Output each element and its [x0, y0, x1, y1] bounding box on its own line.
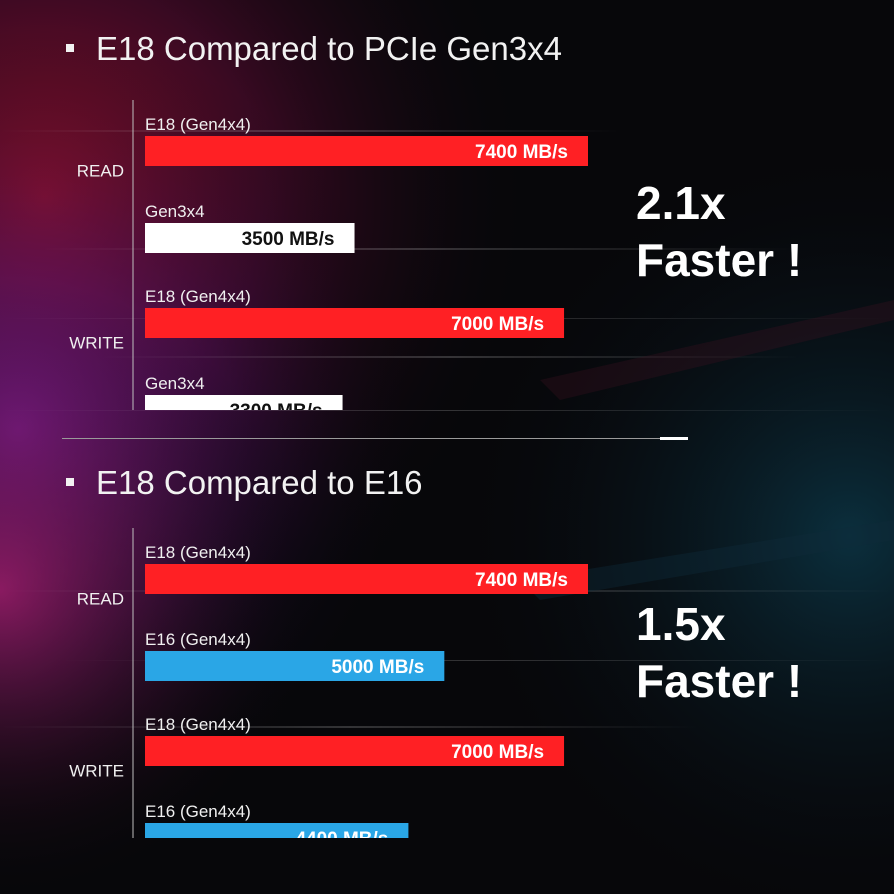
speedup-multiplier: 2.1x: [636, 177, 726, 229]
series-label: E16 (Gen4x4): [145, 802, 251, 821]
bullet-icon: [66, 44, 74, 53]
panel-e16-comparison: E18 Compared to E16 READ E18 (Gen4x4) 7400…: [0, 440, 894, 894]
bar-chart-gen3: READ E18 (Gen4x4) 7400 MB/s Gen3x4 3500 MB/s…: [69, 100, 588, 410]
speedup-callout: 1.5x Faster !: [636, 596, 802, 710]
series-label: E16 (Gen4x4): [145, 630, 251, 649]
bar-read-1: [145, 651, 445, 681]
category-label-read: READ: [77, 162, 124, 181]
category-label-write: WRITE: [69, 334, 124, 353]
series-label: Gen3x4: [145, 202, 205, 221]
series-label: E18 (Gen4x4): [145, 543, 251, 562]
series-label: E18 (Gen4x4): [145, 715, 251, 734]
panel-heading: E18 Compared to PCIe Gen3x4: [66, 30, 562, 68]
bar-read-0: [145, 136, 588, 166]
bar-read-0: [145, 564, 588, 594]
bar-value-label: 7400 MB/s: [475, 570, 568, 591]
bar-read-1: [145, 223, 355, 253]
bar-write-1: [145, 395, 343, 410]
bar-chart-e16: READ E18 (Gen4x4) 7400 MB/s E16 (Gen4x4) 500…: [69, 528, 588, 838]
section-divider-accent: [660, 437, 688, 440]
bar-value-label: 3500 MB/s: [242, 229, 335, 250]
bar-value-label: 7400 MB/s: [475, 142, 568, 163]
speedup-text: Faster !: [636, 655, 803, 707]
bar-write-1: [145, 823, 409, 838]
series-label: E18 (Gen4x4): [145, 115, 251, 134]
bar-value-label: 3300 MB/s: [230, 401, 323, 410]
series-label: E18 (Gen4x4): [145, 287, 251, 306]
bar-write-0: [145, 308, 565, 338]
speedup-text: Faster !: [636, 234, 803, 286]
speedup-callout: 2.1x Faster !: [636, 175, 802, 289]
bar-write-0: [145, 736, 565, 766]
section-divider: [62, 438, 688, 439]
bullet-icon: [66, 478, 74, 487]
bar-value-label: 4400 MB/s: [295, 829, 388, 838]
series-label: Gen3x4: [145, 374, 205, 393]
panel-heading: E18 Compared to E16: [66, 464, 423, 502]
bar-value-label: 7000 MB/s: [451, 314, 544, 335]
panel-heading-text: E18 Compared to E16: [96, 464, 423, 501]
panel-gen3-comparison: E18 Compared to PCIe Gen3x4 READ E18 (Gen…: [0, 0, 894, 440]
speedup-multiplier: 1.5x: [636, 598, 726, 650]
panel-heading-text: E18 Compared to PCIe Gen3x4: [96, 30, 562, 67]
bar-value-label: 5000 MB/s: [331, 657, 424, 678]
category-label-read: READ: [77, 590, 124, 609]
category-label-write: WRITE: [69, 762, 124, 781]
bar-value-label: 7000 MB/s: [451, 742, 544, 763]
